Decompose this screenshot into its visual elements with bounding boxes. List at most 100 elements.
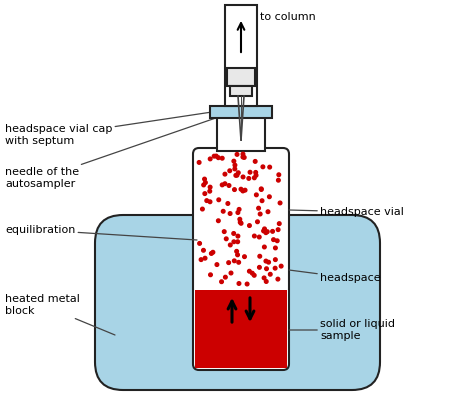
Circle shape: [233, 163, 237, 167]
Bar: [227, 68, 255, 86]
Circle shape: [265, 230, 269, 233]
Circle shape: [235, 249, 238, 253]
Circle shape: [242, 156, 246, 159]
Circle shape: [277, 178, 280, 182]
Circle shape: [247, 224, 251, 227]
Circle shape: [228, 212, 232, 215]
Circle shape: [209, 157, 212, 161]
Circle shape: [229, 271, 233, 275]
Circle shape: [201, 207, 204, 211]
FancyBboxPatch shape: [95, 215, 380, 390]
Circle shape: [228, 169, 231, 172]
Circle shape: [225, 237, 228, 241]
Circle shape: [209, 185, 212, 189]
Circle shape: [254, 174, 258, 177]
Circle shape: [247, 177, 251, 180]
Circle shape: [222, 230, 226, 233]
Circle shape: [263, 245, 266, 249]
Circle shape: [273, 258, 277, 261]
Circle shape: [204, 181, 207, 184]
Circle shape: [239, 221, 243, 225]
Circle shape: [263, 227, 266, 231]
Circle shape: [255, 193, 258, 197]
Circle shape: [268, 273, 272, 276]
Circle shape: [198, 242, 201, 245]
Circle shape: [255, 220, 259, 223]
Circle shape: [209, 273, 212, 277]
Text: headspace: headspace: [289, 270, 381, 283]
Circle shape: [243, 255, 246, 259]
Circle shape: [264, 280, 268, 283]
Circle shape: [262, 276, 266, 280]
Circle shape: [247, 269, 251, 273]
Circle shape: [201, 249, 205, 252]
Circle shape: [267, 261, 270, 264]
Circle shape: [272, 238, 275, 241]
Circle shape: [233, 188, 236, 192]
Circle shape: [203, 257, 207, 260]
Bar: [210, 106, 272, 118]
Circle shape: [235, 174, 239, 177]
Bar: [230, 86, 252, 96]
Circle shape: [268, 195, 271, 199]
Circle shape: [238, 221, 242, 224]
Circle shape: [264, 231, 268, 235]
Circle shape: [275, 239, 279, 243]
Circle shape: [232, 232, 236, 235]
Circle shape: [241, 152, 245, 156]
Circle shape: [254, 171, 257, 174]
Text: heated metal
block: heated metal block: [5, 294, 115, 335]
Circle shape: [241, 155, 245, 159]
Circle shape: [248, 170, 252, 174]
Circle shape: [232, 159, 236, 163]
Circle shape: [235, 152, 239, 156]
Circle shape: [226, 201, 230, 205]
Bar: [217, 116, 265, 151]
Circle shape: [220, 280, 223, 284]
Circle shape: [212, 154, 216, 158]
Circle shape: [273, 246, 277, 250]
Text: needle of the
autosampler: needle of the autosampler: [5, 111, 236, 189]
Circle shape: [278, 201, 282, 205]
FancyBboxPatch shape: [193, 148, 289, 370]
Circle shape: [253, 176, 256, 180]
Circle shape: [214, 154, 218, 158]
Circle shape: [264, 267, 268, 271]
Circle shape: [236, 234, 240, 238]
Circle shape: [258, 266, 261, 269]
Circle shape: [217, 219, 220, 223]
Circle shape: [236, 253, 239, 257]
Circle shape: [237, 261, 240, 264]
Circle shape: [279, 264, 283, 268]
Circle shape: [236, 240, 239, 243]
Circle shape: [238, 217, 242, 221]
Circle shape: [241, 189, 245, 193]
Circle shape: [220, 183, 224, 187]
Circle shape: [202, 183, 205, 187]
Circle shape: [220, 156, 224, 160]
Circle shape: [197, 161, 201, 164]
Circle shape: [234, 174, 237, 177]
Circle shape: [227, 184, 231, 187]
Circle shape: [277, 222, 281, 225]
Circle shape: [266, 210, 270, 213]
Circle shape: [262, 229, 265, 233]
Text: solid or liquid
sample: solid or liquid sample: [289, 319, 395, 341]
Bar: [195, 290, 287, 368]
Circle shape: [217, 156, 220, 160]
Circle shape: [228, 243, 232, 247]
Circle shape: [276, 228, 280, 231]
Text: headspace vial: headspace vial: [289, 207, 404, 217]
Circle shape: [264, 259, 268, 263]
Circle shape: [253, 273, 256, 277]
Circle shape: [257, 206, 260, 210]
Circle shape: [223, 172, 227, 176]
Circle shape: [233, 259, 236, 263]
Circle shape: [261, 165, 264, 169]
Circle shape: [268, 165, 272, 169]
Circle shape: [221, 209, 225, 213]
Circle shape: [208, 190, 211, 193]
Circle shape: [205, 199, 209, 202]
Circle shape: [260, 188, 263, 191]
Circle shape: [227, 261, 230, 265]
